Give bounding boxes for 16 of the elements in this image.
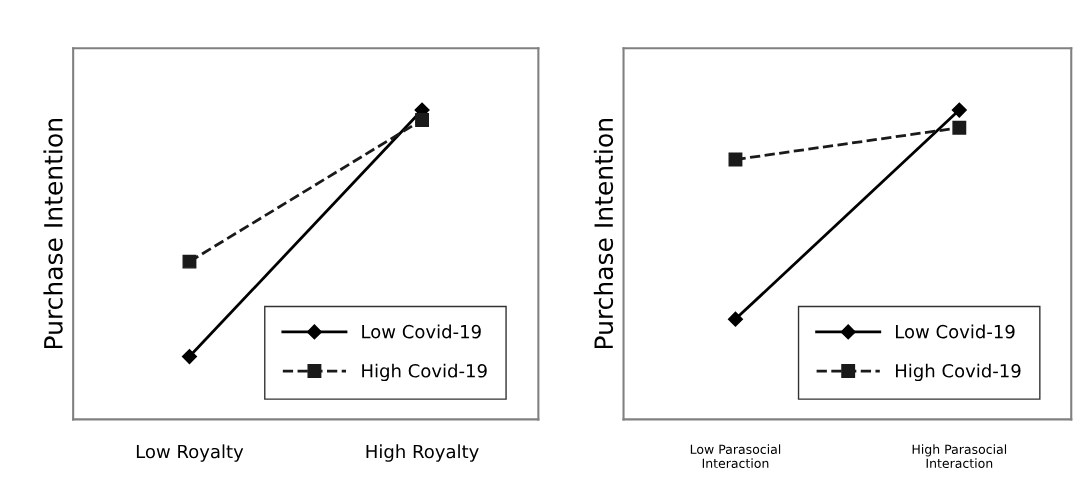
point: [952, 120, 967, 135]
legend-label: Low Covid-19: [896, 324, 1015, 339]
point: [415, 113, 430, 127]
x-tick-label: Low Parasocial Interaction: [690, 444, 781, 469]
x-tick-label: High Parasocial Interaction: [912, 444, 1007, 469]
legend-label: High Covid-19: [362, 363, 487, 382]
point: [181, 348, 198, 365]
x-tick-label: Low Royalty: [136, 444, 244, 462]
point: [182, 254, 197, 269]
point: [951, 102, 967, 118]
x-tick-label: High Royalty: [366, 444, 479, 462]
legend-label: Low Covid-19: [362, 324, 481, 339]
point: [727, 311, 744, 327]
y-axis-title: Purchase Intention: [43, 119, 63, 349]
y-axis-title: Purchase Intention: [593, 119, 614, 349]
legend-label: High Covid-19: [896, 363, 1021, 382]
